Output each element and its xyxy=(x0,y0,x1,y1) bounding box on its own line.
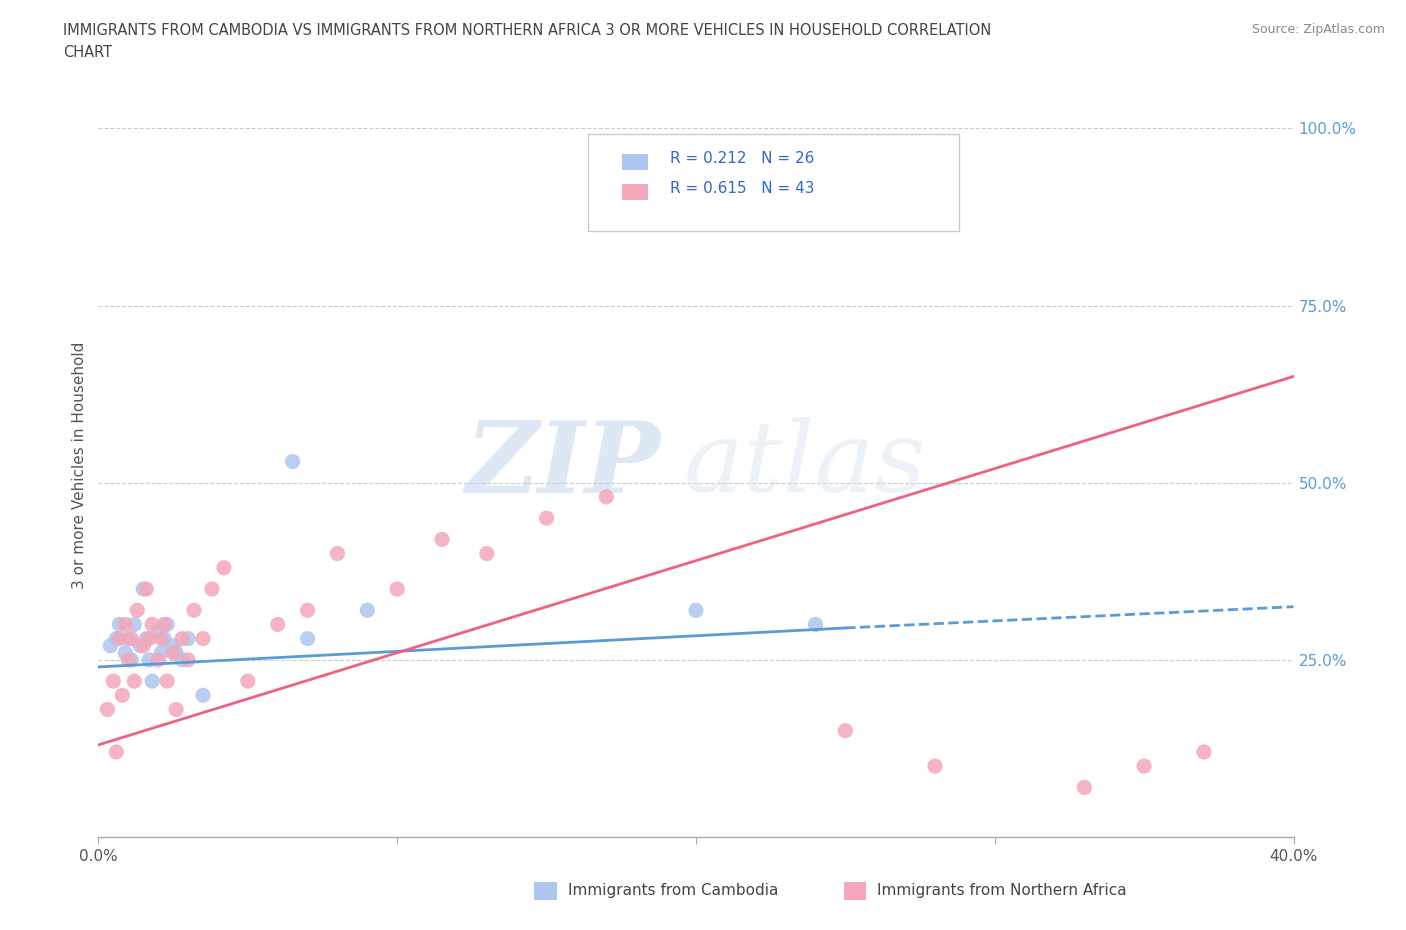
Point xyxy=(177,653,200,668)
Point xyxy=(114,645,136,660)
Text: R = 0.615   N = 43: R = 0.615 N = 43 xyxy=(669,180,814,195)
Point xyxy=(162,638,184,653)
Point xyxy=(1343,560,1365,575)
Point xyxy=(281,454,304,469)
Point xyxy=(536,511,558,525)
Text: atlas: atlas xyxy=(685,418,927,512)
Point xyxy=(138,653,160,668)
Point xyxy=(156,673,179,688)
Point xyxy=(108,631,131,646)
Point xyxy=(111,688,134,703)
Point xyxy=(172,653,194,668)
Point xyxy=(153,617,176,631)
Point xyxy=(191,688,214,703)
Point xyxy=(297,631,319,646)
Point xyxy=(297,603,319,618)
Point xyxy=(430,532,453,547)
Point xyxy=(201,581,224,596)
Point xyxy=(108,617,131,631)
Point xyxy=(117,631,139,646)
Point xyxy=(356,603,378,618)
Point xyxy=(141,617,163,631)
Point xyxy=(120,653,142,668)
Point xyxy=(236,673,259,688)
Point xyxy=(165,702,187,717)
Point xyxy=(105,745,128,760)
Point xyxy=(114,617,136,631)
Point xyxy=(138,631,160,646)
Text: Immigrants from Cambodia: Immigrants from Cambodia xyxy=(568,884,779,898)
FancyBboxPatch shape xyxy=(589,134,959,231)
Point xyxy=(212,560,235,575)
Point xyxy=(1192,745,1215,760)
Text: Source: ZipAtlas.com: Source: ZipAtlas.com xyxy=(1251,23,1385,36)
Point xyxy=(1298,178,1320,193)
Point xyxy=(129,638,152,653)
Y-axis label: 3 or more Vehicles in Household: 3 or more Vehicles in Household xyxy=(72,341,87,589)
Point xyxy=(326,546,349,561)
Point xyxy=(385,581,409,596)
Point xyxy=(267,617,290,631)
Point xyxy=(153,631,176,646)
Point xyxy=(685,603,707,618)
Text: IMMIGRANTS FROM CAMBODIA VS IMMIGRANTS FROM NORTHERN AFRICA 3 OR MORE VEHICLES I: IMMIGRANTS FROM CAMBODIA VS IMMIGRANTS F… xyxy=(63,23,991,38)
Text: CHART: CHART xyxy=(63,45,112,60)
Point xyxy=(1073,780,1095,795)
Point xyxy=(162,645,184,660)
Point xyxy=(105,631,128,646)
Point xyxy=(1133,759,1156,774)
Point xyxy=(120,631,142,646)
Text: Immigrants from Northern Africa: Immigrants from Northern Africa xyxy=(877,884,1128,898)
Point xyxy=(98,638,122,653)
Point xyxy=(150,645,173,660)
FancyBboxPatch shape xyxy=(621,154,648,170)
FancyBboxPatch shape xyxy=(621,184,648,200)
Point xyxy=(156,617,179,631)
Point xyxy=(135,581,157,596)
Point xyxy=(150,631,173,646)
Point xyxy=(191,631,214,646)
Point xyxy=(135,631,157,646)
Point xyxy=(127,603,149,618)
Point xyxy=(124,673,146,688)
Text: ZIP: ZIP xyxy=(465,417,661,513)
Point xyxy=(834,724,856,738)
Point xyxy=(804,617,827,631)
Point xyxy=(132,638,155,653)
Point xyxy=(177,631,200,646)
Point xyxy=(117,653,139,668)
Point xyxy=(141,673,163,688)
Point xyxy=(924,759,946,774)
Point xyxy=(595,489,617,504)
Point xyxy=(183,603,205,618)
Point xyxy=(96,702,118,717)
Point xyxy=(132,581,155,596)
Point xyxy=(165,645,187,660)
Point xyxy=(172,631,194,646)
Point xyxy=(103,673,125,688)
Point xyxy=(148,624,170,639)
Point xyxy=(124,617,146,631)
Point xyxy=(148,653,170,668)
Point xyxy=(475,546,498,561)
Text: R = 0.212   N = 26: R = 0.212 N = 26 xyxy=(669,151,814,166)
